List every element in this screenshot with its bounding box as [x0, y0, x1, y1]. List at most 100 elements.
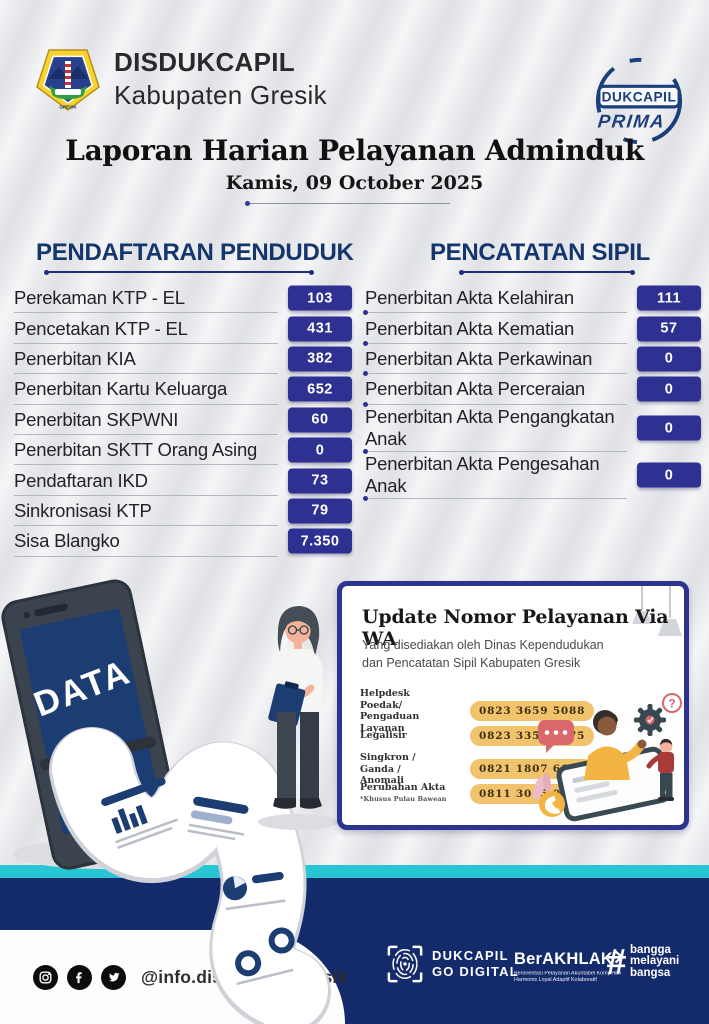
lamp-icon: [632, 586, 682, 636]
count-badge: 60: [288, 407, 352, 433]
row-separator: [14, 403, 278, 405]
smartphone-illustration: DATA: [1, 579, 183, 870]
table-row: Sinkronisasi KTP 79: [14, 496, 352, 527]
count-badge: 0: [637, 346, 701, 372]
service-label: Penerbitan KIA: [14, 347, 136, 369]
count-badge: 431: [288, 316, 352, 342]
gresik-logo-label: GRESIK: [59, 105, 77, 110]
service-label: Penerbitan Akta Pengangkatan Anak: [365, 406, 615, 450]
wa-card-title: Update Nomor Pelayanan Via WA: [362, 606, 669, 650]
count-badge: 111: [637, 285, 701, 311]
helpdesk-illustration: ?: [532, 693, 682, 822]
row-separator: [363, 340, 627, 346]
page-title: Laporan Harian Pelayanan Adminduk: [65, 134, 644, 167]
table-row: Sisa Blangko 7.350: [14, 526, 352, 557]
count-badge: 103: [288, 285, 352, 311]
service-label: Penerbitan Akta Perceraian: [365, 378, 586, 400]
row-separator: [363, 495, 627, 501]
gear-icon: [634, 704, 666, 736]
service-label: Penerbitan Akta Perkawinan: [365, 347, 593, 369]
phone-screen-label: DATA: [29, 652, 136, 724]
contact-label: Singkron / Ganda / Anomali: [360, 752, 416, 786]
contact-label: Perubahan Akta *Khusus Pulau Bawean: [360, 782, 450, 805]
count-badge: 57: [637, 316, 701, 342]
berakhlak-logo: BerAKHLAK Berorientasi Pelayanan Akuntab…: [514, 950, 634, 985]
count-badge: 7.350: [288, 528, 352, 554]
wa-number-pill: 0823 3659 5088: [470, 701, 595, 721]
count-badge: 0: [637, 415, 701, 441]
pencatatan-table: Penerbitan Akta Kelahiran 111 Penerbitan …: [363, 283, 701, 501]
wa-subtitle-line1: Yang disediakan oleh Dinas Kependudukan: [362, 638, 604, 652]
table-row: Penerbitan SKTT Orang Asing 0: [14, 435, 352, 466]
social-handle: @info.disdukcapilgresik: [141, 966, 348, 987]
question-glyph: ?: [668, 697, 675, 711]
count-badge: 0: [288, 437, 352, 463]
service-label: Sinkronisasi KTP: [14, 499, 152, 521]
contact-row: Helpdesk Poedak/ Pengaduan Layanan 0823 …: [360, 688, 595, 734]
speech-bubble-icon: [538, 720, 574, 753]
row-separator: [363, 401, 627, 407]
org-subname: Kabupaten Gresik: [114, 80, 327, 110]
table-row: Penerbitan Akta Perceraian 0: [363, 374, 701, 407]
contact-note: *Khusus Pulau Bawean: [360, 794, 447, 803]
table-row: Pencetakan KTP - EL 431: [14, 313, 352, 344]
instagram-icon: [33, 964, 58, 990]
phone-call-icon: [539, 791, 565, 817]
berakhlak-sub-line2: Harmonis Loyal Adaptif Kolaboratif: [514, 977, 597, 983]
service-label: Pendaftaran IKD: [14, 469, 148, 491]
service-label: Perekaman KTP - EL: [14, 287, 185, 309]
service-label: Sisa Blangko: [14, 530, 120, 552]
table-row: Penerbitan SKPWNI 60: [14, 405, 352, 435]
facebook-icon: [67, 964, 92, 990]
berakhlak-title: BerAKHLAK: [514, 950, 613, 968]
count-badge: 0: [637, 462, 701, 488]
table-row: Penerbitan Akta Perkawinan 0: [363, 344, 701, 377]
heading-underline: [459, 269, 635, 275]
fingerprint-icon: [387, 945, 423, 983]
org-block: GRESIK DISDUKCAPIL Kabupaten Gresik: [34, 46, 327, 112]
count-badge: 73: [288, 468, 352, 494]
heading-underline: [44, 269, 314, 275]
woman-illustration: [258, 606, 338, 830]
row-separator: [14, 464, 278, 466]
count-badge: 382: [288, 346, 352, 372]
contact-label: Helpdesk Poedak/ Pengaduan Layanan: [360, 688, 420, 734]
godigital-line2: GO DIGITAL: [432, 964, 519, 979]
gresik-logo-icon: GRESIK: [36, 49, 100, 111]
table-row: Penerbitan Kartu Keluarga 652: [14, 374, 352, 405]
service-label: Penerbitan Akta Kematian: [365, 317, 575, 339]
social-plate: @info.disdukcapilgresik: [0, 930, 348, 1024]
bangga-line1: bangga: [630, 943, 671, 956]
prima-logo-line1: DUKCAPIL: [602, 89, 677, 104]
prima-logo-line2: PRIMA: [597, 110, 666, 131]
table-row: Penerbitan Akta Pengangkatan Anak 0: [363, 405, 701, 454]
table-row: Penerbitan Akta Kelahiran 111: [363, 283, 701, 316]
dukcapil-prima-logo-icon: DUKCAPIL PRIMA: [595, 57, 683, 145]
service-label: Pencetakan KTP - EL: [14, 317, 188, 339]
service-label: Penerbitan Akta Pengesahan Anak: [365, 453, 600, 497]
operator-illustration: [584, 710, 647, 780]
twitter-icon: [101, 964, 126, 990]
org-name: DISDUKCAPIL: [114, 47, 295, 77]
row-separator: [14, 312, 278, 314]
service-label: Penerbitan SKPWNI: [14, 408, 179, 430]
question-bubble-icon: ?: [662, 693, 682, 713]
wa-subtitle-line2: dan Pencatatan Sipil Kabupaten Gresik: [362, 656, 581, 670]
section-heading-pendaftaran: PENDAFTARAN PENDUDUK: [36, 239, 354, 266]
report-date: Kamis, 09 October 2025: [225, 172, 484, 194]
row-separator: [14, 494, 278, 496]
table-row: Penerbitan KIA 382: [14, 344, 352, 375]
chevron-right-icon: [614, 950, 624, 969]
berakhlak-sub-line1: Berorientasi Pelayanan Akuntabel Kompete…: [514, 971, 622, 977]
service-label: Penerbitan Kartu Keluarga: [14, 378, 228, 400]
godigital-line1: DUKCAPIL: [432, 948, 509, 963]
row-separator: [363, 371, 627, 377]
count-badge: 0: [637, 376, 701, 402]
date-underline: [245, 201, 450, 206]
bangga-line2: melayani: [630, 955, 680, 968]
row-separator: [363, 448, 627, 454]
bangga-melayani-bangsa-logo: # bangga melayani bangsa: [606, 944, 679, 980]
row-separator: [363, 310, 627, 316]
row-separator: [14, 555, 278, 557]
